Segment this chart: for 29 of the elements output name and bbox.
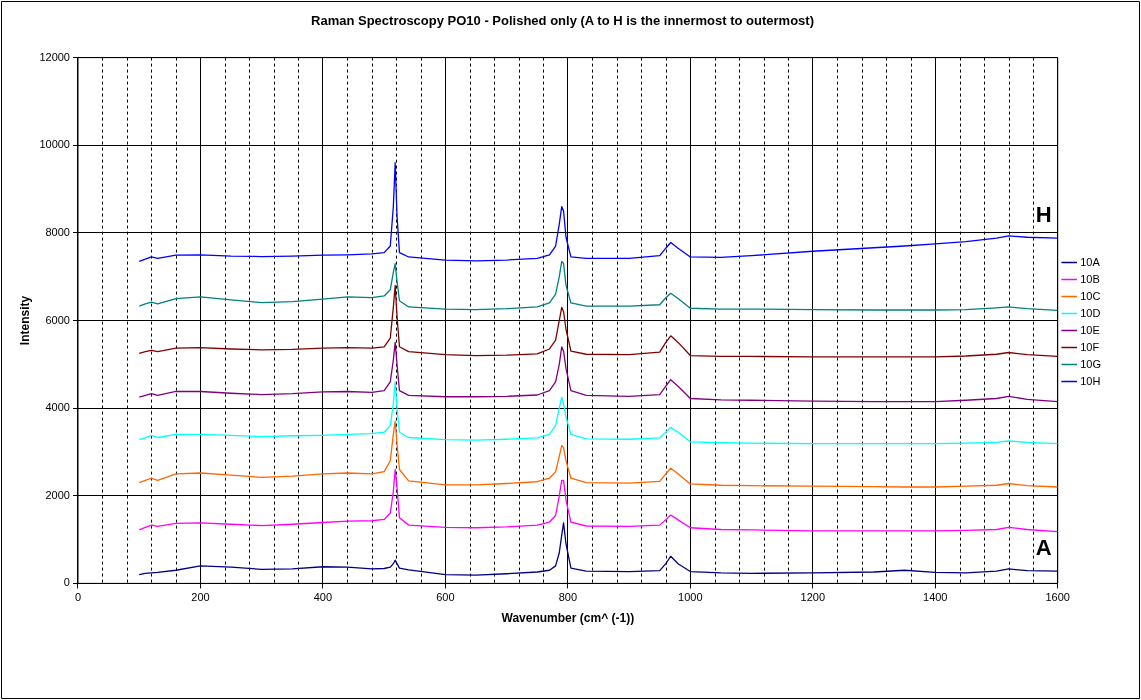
- y-tick-label: 12000: [39, 50, 70, 63]
- legend-label: 10F: [1080, 340, 1100, 353]
- chart-title: Raman Spectroscopy PO10 - Polished only (A to H is the innermost to outermost): [311, 13, 814, 29]
- legend-label: 10D: [1080, 306, 1101, 319]
- x-tick-label: 400: [313, 591, 333, 604]
- y-tick-label: 6000: [45, 313, 70, 326]
- x-tick-label: 1600: [1045, 591, 1070, 604]
- x-tick-label: 0: [74, 591, 82, 604]
- legend-label: 10B: [1080, 272, 1100, 285]
- x-tick-label: 800: [558, 591, 578, 604]
- x-tick-label: 1000: [678, 591, 703, 604]
- annotation: A: [1035, 535, 1052, 561]
- legend-label: 10E: [1080, 323, 1100, 336]
- x-tick-label: 1400: [923, 591, 948, 604]
- legend-label: 10A: [1080, 255, 1101, 268]
- y-tick-label: 8000: [45, 225, 70, 238]
- legend-label: 10H: [1080, 374, 1101, 387]
- x-tick-label: 600: [436, 591, 455, 604]
- y-axis-title: Intensity: [17, 295, 32, 346]
- y-tick-label: 2000: [45, 488, 70, 501]
- y-tick-label: 4000: [45, 401, 70, 414]
- x-axis-title: Wavenumber (cm^ (-1)): [501, 611, 635, 626]
- y-tick-label: 10000: [39, 138, 70, 151]
- annotation: H: [1035, 202, 1052, 228]
- y-tick-label: 0: [63, 576, 70, 589]
- x-tick-label: 1200: [800, 591, 826, 604]
- legend-label: 10C: [1080, 289, 1101, 302]
- x-tick-label: 200: [191, 591, 210, 604]
- legend-label: 10G: [1080, 357, 1102, 370]
